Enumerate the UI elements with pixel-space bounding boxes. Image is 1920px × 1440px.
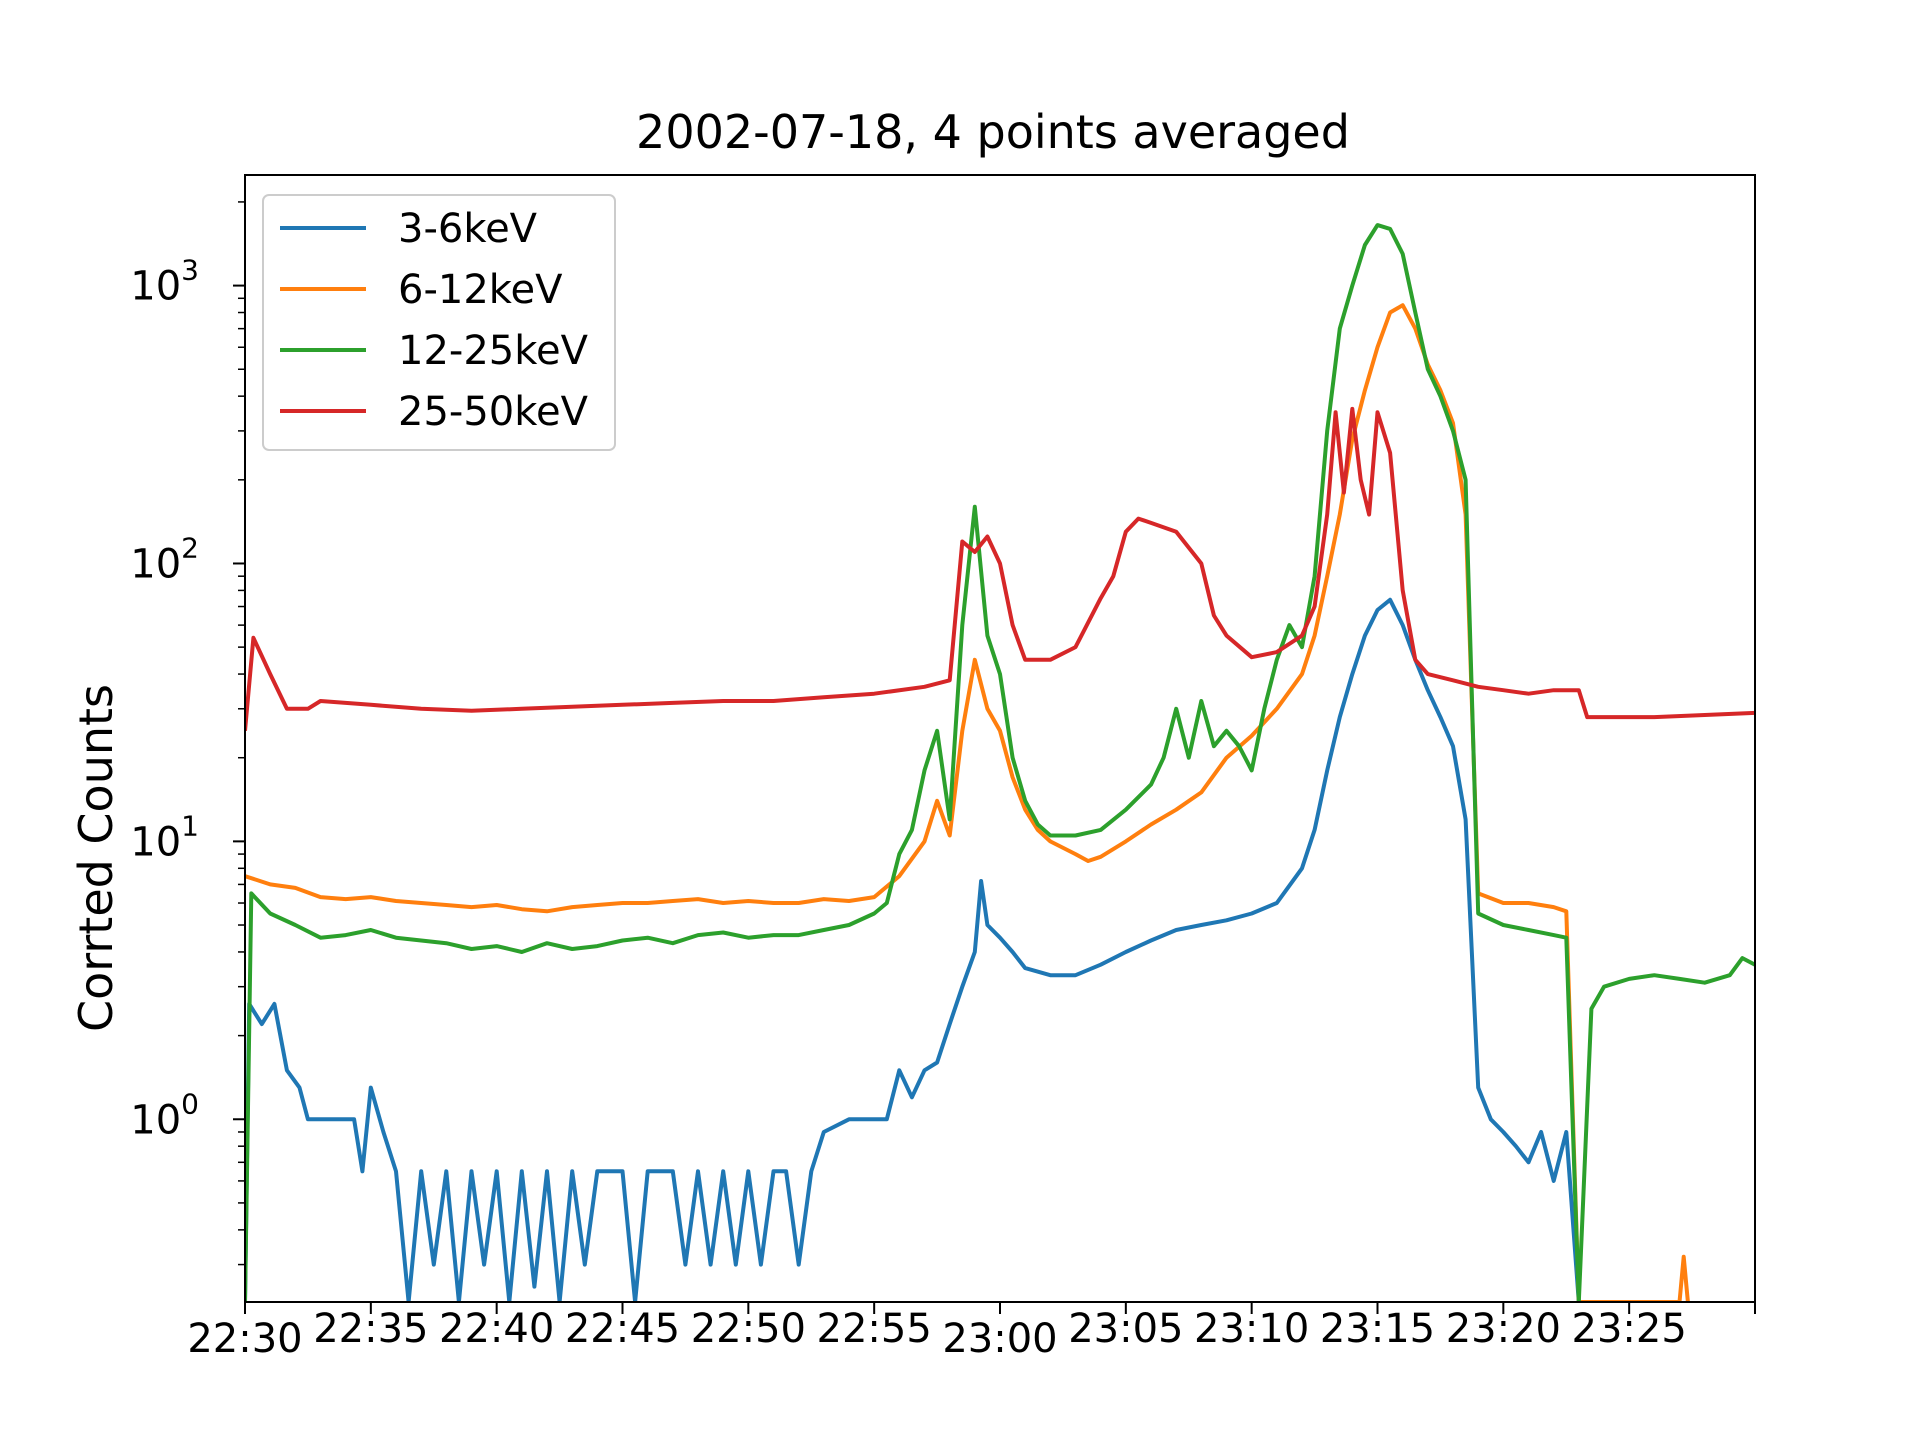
- legend-label: 3-6keV: [398, 206, 538, 252]
- y-tick-label: 102: [130, 531, 199, 587]
- series-line-25-50keV: [245, 406, 1755, 731]
- axes: 22:30 22:35 22:40 22:45 22:50 22:55 23:00 23:05…: [130, 174, 1756, 1362]
- x-tick-label: 22:30: [187, 1316, 302, 1362]
- series-line-3-6keV: [245, 597, 1581, 1302]
- y-axis-label: Corrted Counts: [69, 684, 123, 1032]
- y-tick-exponent: 0: [181, 1087, 199, 1120]
- legend-label: 25-50keV: [398, 389, 589, 435]
- x-tick-label: 22:40: [439, 1306, 554, 1352]
- series-layer: [245, 223, 1755, 1302]
- series-line-6-12keV: [245, 303, 1690, 1302]
- y-tick-label: 100: [130, 1087, 199, 1143]
- x-tick-label: 23:05: [1068, 1306, 1183, 1352]
- series-line-12-25keV: [245, 223, 1755, 1302]
- y-tick-label: 103: [130, 254, 199, 310]
- x-tick-label: 22:50: [691, 1306, 806, 1352]
- y-tick-exponent: 3: [181, 254, 199, 287]
- legend-label: 6-12keV: [398, 267, 563, 313]
- x-tick-label: 23:00: [942, 1316, 1057, 1362]
- x-tick-label: 22:55: [817, 1306, 932, 1352]
- x-tick-label: 22:45: [565, 1306, 680, 1352]
- x-tick-label: 23:20: [1446, 1306, 1561, 1352]
- x-tick-label: 23:10: [1194, 1306, 1309, 1352]
- x-tick-label: 23:25: [1572, 1306, 1687, 1352]
- y-tick-label: 101: [130, 809, 199, 865]
- legend: 3-6keV 6-12keV 12-25keV 25-50keV: [262, 194, 616, 451]
- y-tick-exponent: 2: [181, 531, 199, 564]
- legend-label: 12-25keV: [398, 328, 589, 374]
- y-tick-exponent: 1: [181, 809, 199, 842]
- x-tick-label: 23:15: [1320, 1306, 1435, 1352]
- legend-box: [262, 194, 616, 451]
- chart-title: 2002-07-18, 4 points averaged: [636, 105, 1350, 159]
- x-tick-label: 22:35: [313, 1306, 428, 1352]
